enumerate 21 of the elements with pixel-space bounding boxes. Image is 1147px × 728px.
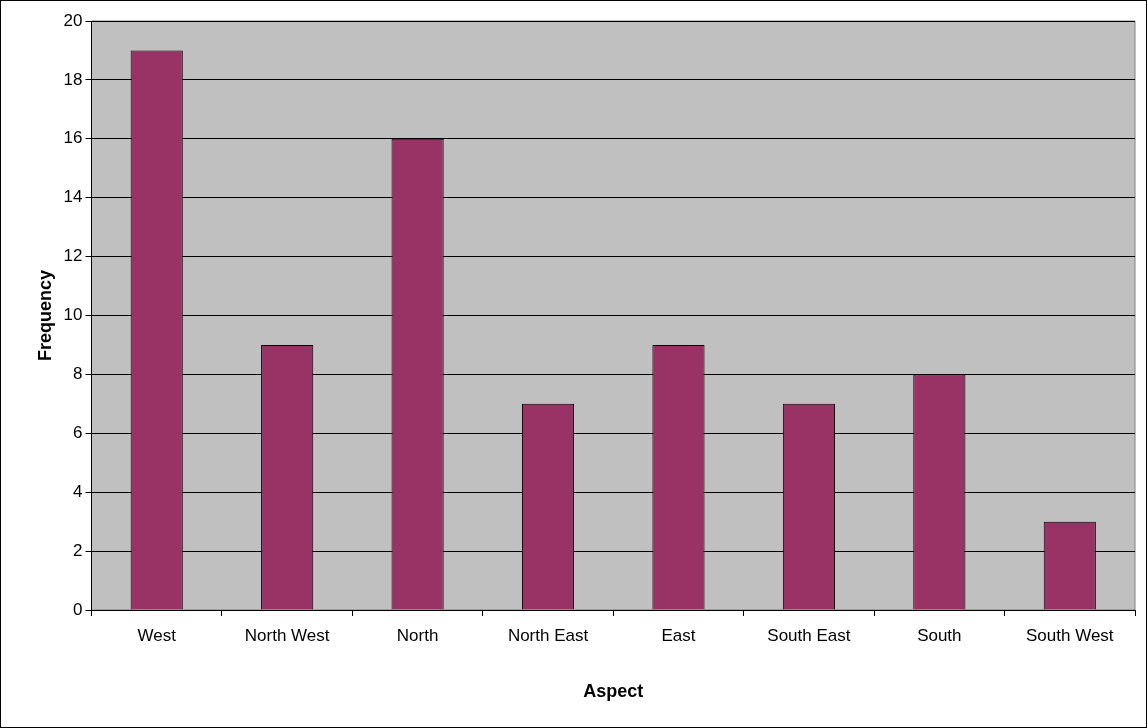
y-tick-label: 20 [63,10,83,30]
y-tick-label: 6 [73,422,83,442]
x-tick-label: West [137,625,177,645]
y-tick-label: 4 [73,481,83,501]
y-tick-label: 2 [73,540,83,560]
x-tick-label: North West [244,625,330,645]
x-tick-label: South [917,625,962,645]
y-tick-label: 8 [73,364,83,384]
x-tick-label: South West [1025,625,1114,645]
x-tick-label: North [396,625,439,645]
x-tick-label: North East [507,625,589,645]
y-axis-title: Frequency [34,269,55,362]
y-tick-label: 14 [63,187,83,207]
x-tick-label: South East [767,625,851,645]
x-tick-label: East [661,625,696,645]
y-tick-label: 18 [63,69,83,89]
y-tick-label: 10 [63,305,83,325]
y-tick-label: 0 [73,599,83,619]
y-tick-label: 16 [63,128,83,148]
y-tick-label: 12 [63,246,83,266]
x-axis-title: Aspect [583,681,644,702]
